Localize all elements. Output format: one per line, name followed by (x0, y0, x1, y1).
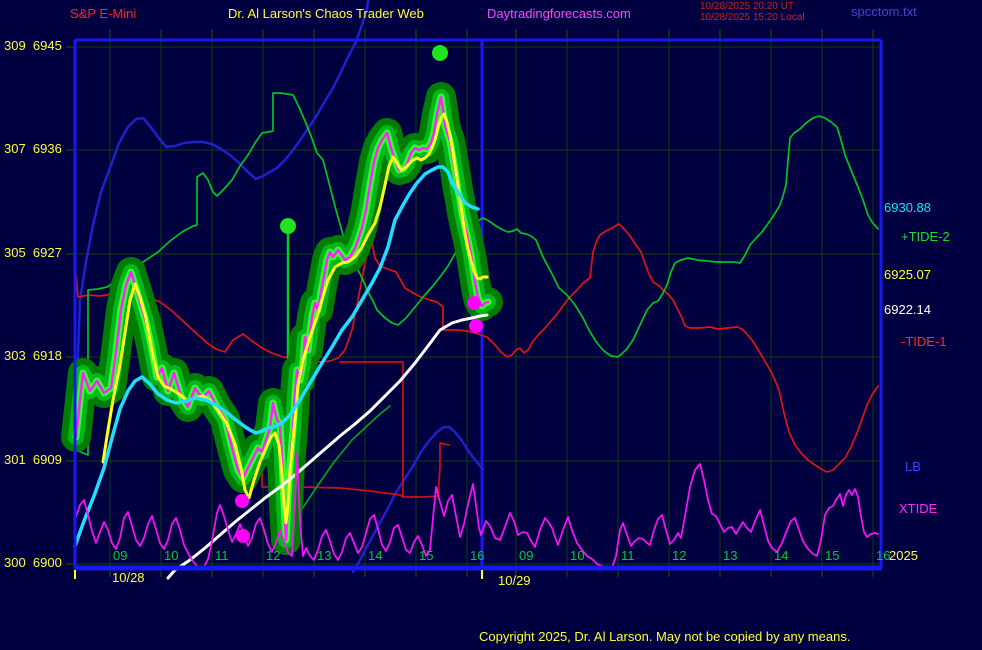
right-lb-label: LB (905, 459, 921, 474)
right-xtide-label: XTIDE (899, 501, 938, 516)
y-axis-label: 300 6900 (4, 555, 62, 570)
right-cyan-exma-value: 6930.88 (884, 200, 931, 215)
site-link[interactable]: Daytradingforecasts.com (487, 6, 631, 21)
x-axis-date-label: 10/29 (498, 573, 531, 588)
right-minus-tide1-label: -TIDE-1 (901, 334, 947, 349)
x-axis-hour-label: 11 (215, 548, 229, 563)
x-axis-hour-label: 15 (419, 548, 434, 563)
trade-dot-4 (469, 319, 483, 333)
x-axis-hour-label: 14 (774, 548, 789, 563)
series-minus-tide1-alt-low (247, 442, 450, 498)
x-axis-hour-label: 12 (672, 548, 687, 563)
series-plus-tide2-alt (297, 405, 391, 516)
timestamp-local: 10/28/2025 15:20 Local (700, 12, 805, 23)
series-cyan-exma (73, 165, 480, 548)
x-axis-hour-label: 11 (621, 548, 635, 563)
chaos-ball-peak (432, 45, 448, 61)
series-plus-tide2 (75, 92, 879, 456)
right-year-label: 2025 (889, 548, 918, 563)
series-price (74, 95, 490, 542)
trade-dot-3 (467, 296, 481, 310)
series-lb-line-wrap (351, 425, 485, 574)
x-axis-hour-label: 16 (876, 548, 891, 563)
series-lb-line (74, 0, 370, 414)
page-title: Dr. Al Larson's Chaos Trader Web (228, 6, 424, 21)
x-axis-hour-label: 10 (164, 548, 179, 563)
series-xtide-day1 (74, 451, 482, 569)
x-axis-hour-label: 09 (519, 548, 534, 563)
symbol-label: S&P E-Mini (70, 6, 137, 21)
y-axis-label: 305 6927 (4, 245, 62, 260)
x-axis-hour-label: 13 (723, 548, 738, 563)
series-white-projection (166, 313, 489, 580)
x-axis-hour-label: 16 (470, 548, 485, 563)
data-file-link[interactable]: spcctom.txt (851, 4, 917, 19)
y-axis-label: 303 6918 (4, 348, 62, 363)
series-minus-tide1 (74, 223, 879, 473)
trade-dot-1 (235, 494, 249, 508)
series-minus-tide1-alt-flat (339, 361, 404, 498)
x-axis-hour-label: 12 (266, 548, 281, 563)
chaos-ball-stem-top (280, 218, 296, 234)
x-axis-date-label: 10/28 (112, 570, 145, 585)
y-axis-label: 307 6936 (4, 141, 62, 156)
trade-dot-2 (236, 529, 250, 543)
right-plus-tide2-label: +TIDE-2 (901, 229, 950, 244)
y-axis-label: 309 6945 (4, 38, 62, 53)
x-axis-hour-label: 13 (317, 548, 332, 563)
right-exma-value: 6925.07 (884, 267, 931, 282)
x-axis-hour-label: 14 (368, 548, 383, 563)
right-white-line-value: 6922.14 (884, 302, 931, 317)
series-exma (101, 112, 489, 525)
x-axis-hour-label: 09 (113, 548, 128, 563)
x-axis-hour-label: 10 (570, 548, 585, 563)
y-axis-label: 301 6909 (4, 452, 62, 467)
copyright-notice: Copyright 2025, Dr. Al Larson. May not b… (479, 629, 851, 644)
x-axis-hour-label: 15 (825, 548, 840, 563)
series-xtide-day2 (480, 463, 879, 569)
timestamp-ut: 10/28/2025 20:20 UT (700, 1, 794, 12)
